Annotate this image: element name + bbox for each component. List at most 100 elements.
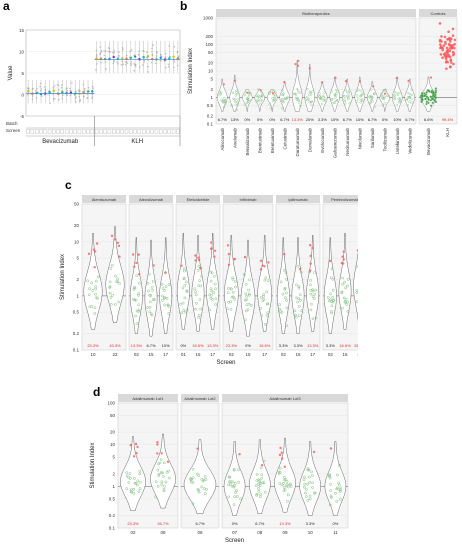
data-point [328, 473, 332, 476]
data-point [210, 289, 214, 293]
data-point [231, 278, 235, 281]
data-point [268, 103, 271, 106]
x-tick-label: Durvalumab [307, 128, 312, 153]
data-point [299, 270, 303, 274]
violin [304, 63, 315, 112]
data-point [160, 60, 162, 62]
data-point [232, 468, 236, 472]
data-point [173, 45, 176, 48]
positive-point [451, 34, 455, 37]
percent-label: 99.4% [442, 117, 454, 122]
batch-mean-point [168, 57, 171, 60]
data-point [213, 282, 217, 286]
data-point [244, 309, 248, 313]
data-point [257, 87, 260, 91]
screen-cell [146, 129, 150, 134]
data-point [280, 483, 284, 487]
x-tick-label: 07 [232, 530, 238, 535]
positive-point [283, 81, 286, 84]
y-axis-title: Stimulation Index [188, 48, 194, 94]
data-point [247, 288, 250, 292]
x-tick-label: 01 [181, 352, 187, 357]
data-point [96, 297, 99, 300]
data-point [222, 105, 226, 109]
data-point [427, 89, 430, 92]
data-point [32, 87, 34, 90]
data-point [360, 93, 364, 96]
data-point [44, 88, 46, 91]
data-point [130, 64, 132, 66]
x-tick-label: Bevacizumab [426, 128, 431, 156]
screen-cell [99, 129, 103, 134]
percent-label: 23.3% [127, 521, 139, 526]
data-point [341, 306, 344, 310]
x-tick-label: 17 [163, 352, 169, 357]
violin [120, 436, 146, 511]
data-point [261, 481, 265, 485]
data-point [164, 56, 167, 58]
data-point [137, 310, 140, 313]
data-point [100, 50, 103, 53]
positive-point [451, 44, 455, 47]
data-point [424, 97, 427, 101]
data-point [105, 50, 107, 52]
data-point [189, 480, 193, 484]
data-point [93, 312, 97, 315]
y-tick-label: 0.5 [109, 496, 116, 501]
data-point [127, 475, 130, 479]
data-point [311, 288, 314, 292]
x-tick-label: 09 [282, 530, 288, 535]
positive-point [439, 45, 443, 48]
data-point [274, 91, 277, 94]
y-tick-label: 1000 [203, 16, 214, 21]
positive-point [246, 91, 249, 94]
data-point [194, 290, 197, 294]
panel-label-c: c [65, 178, 72, 192]
data-point [311, 486, 314, 489]
data-point [229, 287, 233, 291]
data-point [297, 286, 301, 290]
data-point [236, 98, 239, 101]
batch-mean-point [172, 55, 175, 58]
percent-label: 0% [244, 117, 250, 122]
x-tick-label: 15 [148, 352, 154, 357]
data-point [191, 476, 195, 480]
data-point [133, 69, 135, 72]
data-point [255, 493, 258, 497]
x-tick-label: Vedolizumab [407, 128, 412, 154]
data-point [332, 101, 335, 105]
data-point [118, 51, 120, 53]
x-tick-label: Brentuximab [257, 128, 262, 154]
positive-point [194, 259, 197, 262]
violin [354, 76, 365, 112]
data-point [196, 268, 200, 272]
positive-point [233, 257, 236, 261]
screen-cell [35, 129, 39, 134]
data-point [146, 281, 150, 285]
positive-point [297, 59, 300, 62]
x-tick-label: 15 [295, 352, 301, 357]
positive-point [137, 253, 140, 256]
data-point [256, 99, 260, 103]
percent-label: 3.3% [318, 117, 328, 122]
data-point [309, 308, 313, 312]
data-point [212, 291, 215, 295]
data-point [333, 96, 337, 99]
data-point [91, 85, 94, 88]
x-tick-label: Alirocumab [220, 128, 225, 151]
data-point [407, 95, 411, 99]
positive-point [222, 83, 225, 86]
x-tick-label: 02 [328, 352, 334, 357]
data-point [321, 94, 325, 98]
positive-point [238, 453, 241, 456]
screen-cell [120, 129, 124, 134]
violin [150, 433, 176, 509]
percent-label: 3.3% [293, 343, 303, 348]
data-point [129, 50, 131, 53]
data-point [133, 286, 137, 290]
chart-c-svg: Stimulation Index 0.1 0.2 0.5 1 2 5 10 20 50 Alemt… [60, 195, 358, 365]
panel-label-a: a [3, 0, 10, 13]
data-point [128, 472, 132, 475]
percent-label: 16.6% [192, 343, 204, 348]
screen-cell [43, 129, 47, 134]
